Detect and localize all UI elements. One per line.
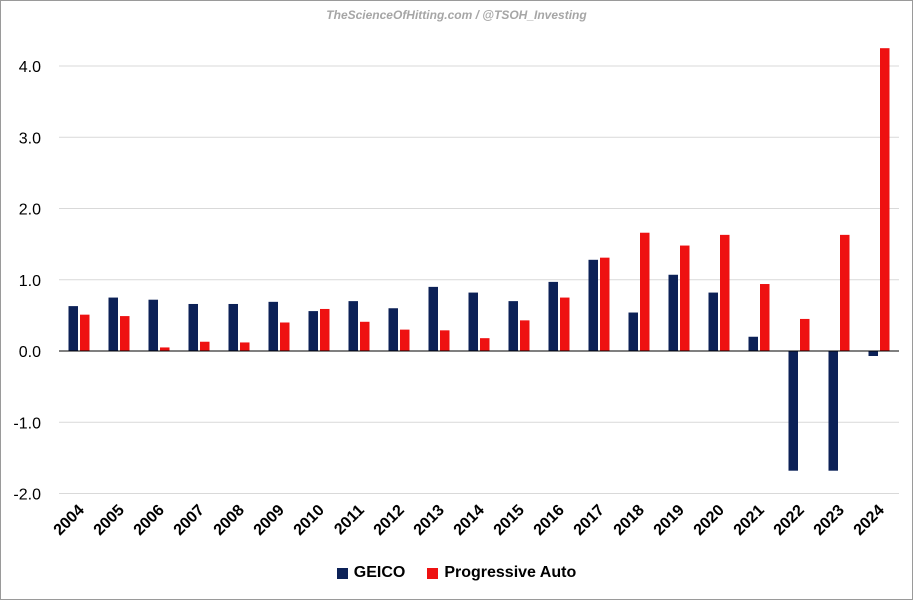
y-tick-label: -2.0 [13, 487, 41, 504]
bar-geico-2005 [108, 297, 118, 351]
bar-progressive-auto-2019 [680, 245, 690, 351]
x-tick-label: 2010 [291, 502, 328, 539]
y-axis-ticks: -2.0 -1.0 0.0 1.0 2.0 3.0 4.0 [13, 59, 41, 504]
bar-geico-2013 [428, 286, 438, 351]
bar-geico-2016 [548, 281, 558, 351]
bar-progressive-auto-2011 [360, 321, 370, 351]
bar-progressive-auto-2012 [400, 329, 410, 351]
bar-progressive-auto-2016 [560, 297, 570, 351]
bar-geico-2014 [468, 292, 478, 351]
x-tick-label: 2021 [731, 502, 768, 539]
legend-swatch-progressive-auto [427, 567, 439, 579]
x-tick-label: 2017 [571, 502, 608, 539]
bar-geico-2021 [748, 336, 758, 351]
bar-geico-2009 [268, 301, 278, 351]
x-tick-label: 2008 [211, 502, 248, 539]
bar-progressive-auto-2007 [200, 341, 210, 351]
bar-progressive-auto-2018 [640, 232, 650, 351]
x-tick-label: 2012 [371, 502, 408, 539]
bar-geico-2024 [868, 351, 878, 356]
bar-progressive-auto-2013 [440, 330, 450, 351]
bar-geico-2006 [148, 299, 158, 351]
bar-progressive-auto-2017 [600, 257, 610, 351]
y-tick-label: 4.0 [19, 59, 41, 76]
bars [68, 48, 890, 471]
x-tick-label: 2024 [851, 502, 888, 539]
x-tick-label: 2023 [811, 502, 848, 539]
bar-progressive-auto-2024 [880, 48, 890, 351]
bar-progressive-auto-2022 [800, 318, 810, 351]
y-tick-label: 3.0 [19, 130, 41, 147]
bar-geico-2022 [788, 351, 798, 471]
y-tick-label: 2.0 [19, 202, 41, 219]
watermark: TheScienceOfHitting.com / @TSOH_Investin… [326, 8, 587, 22]
x-tick-label: 2004 [51, 502, 88, 539]
bar-geico-2020 [708, 292, 718, 351]
x-tick-label: 2007 [171, 502, 208, 539]
y-tick-label: 1.0 [19, 273, 41, 290]
bar-progressive-auto-2009 [280, 322, 290, 351]
bar-geico-2012 [388, 308, 398, 351]
y-tick-label: 0.0 [19, 344, 41, 361]
x-tick-label: 2011 [331, 502, 368, 539]
bar-geico-2017 [588, 259, 598, 351]
bar-progressive-auto-2020 [720, 234, 730, 351]
bar-geico-2007 [188, 303, 198, 351]
bar-progressive-auto-2015 [520, 320, 530, 351]
x-tick-label: 2013 [411, 502, 448, 539]
bar-geico-2010 [308, 311, 318, 351]
bar-geico-2019 [668, 274, 678, 351]
legend-label-progressive-auto: Progressive Auto [444, 564, 577, 581]
bar-geico-2004 [68, 306, 78, 351]
bar-geico-2023 [828, 351, 838, 471]
bar-progressive-auto-2008 [240, 342, 250, 351]
bar-geico-2018 [628, 312, 638, 351]
x-tick-label: 2018 [611, 502, 648, 539]
bar-progressive-auto-2021 [760, 284, 770, 351]
bar-progressive-auto-2005 [120, 316, 130, 351]
gridlines [59, 65, 899, 494]
bar-progressive-auto-2014 [480, 338, 490, 351]
x-tick-label: 2022 [771, 502, 808, 539]
x-tick-label: 2019 [651, 502, 688, 539]
bar-progressive-auto-2023 [840, 234, 850, 351]
x-tick-label: 2016 [531, 502, 568, 539]
x-axis-ticks: 2004 2005 2006 2007 2008 2009 2010 2011 2012 2013… [51, 502, 888, 539]
legend: GEICO Progressive Auto [1, 564, 912, 582]
bar-geico-2015 [508, 301, 518, 351]
bar-progressive-auto-2006 [160, 347, 170, 351]
x-tick-label: 2009 [251, 502, 288, 539]
legend-item-geico: GEICO [336, 564, 406, 582]
bar-progressive-auto-2010 [320, 308, 330, 351]
legend-swatch-geico [336, 567, 348, 579]
x-tick-label: 2005 [91, 502, 128, 539]
x-tick-label: 2014 [451, 502, 488, 539]
bar-progressive-auto-2004 [80, 314, 90, 351]
legend-item-progressive-auto: Progressive Auto [427, 564, 576, 582]
y-tick-label: -1.0 [13, 415, 41, 432]
x-tick-label: 2020 [691, 502, 728, 539]
bar-geico-2011 [348, 301, 358, 351]
bar-geico-2008 [228, 303, 238, 351]
legend-label-geico: GEICO [353, 564, 406, 581]
x-tick-label: 2006 [131, 502, 168, 539]
x-tick-label: 2015 [491, 502, 528, 539]
